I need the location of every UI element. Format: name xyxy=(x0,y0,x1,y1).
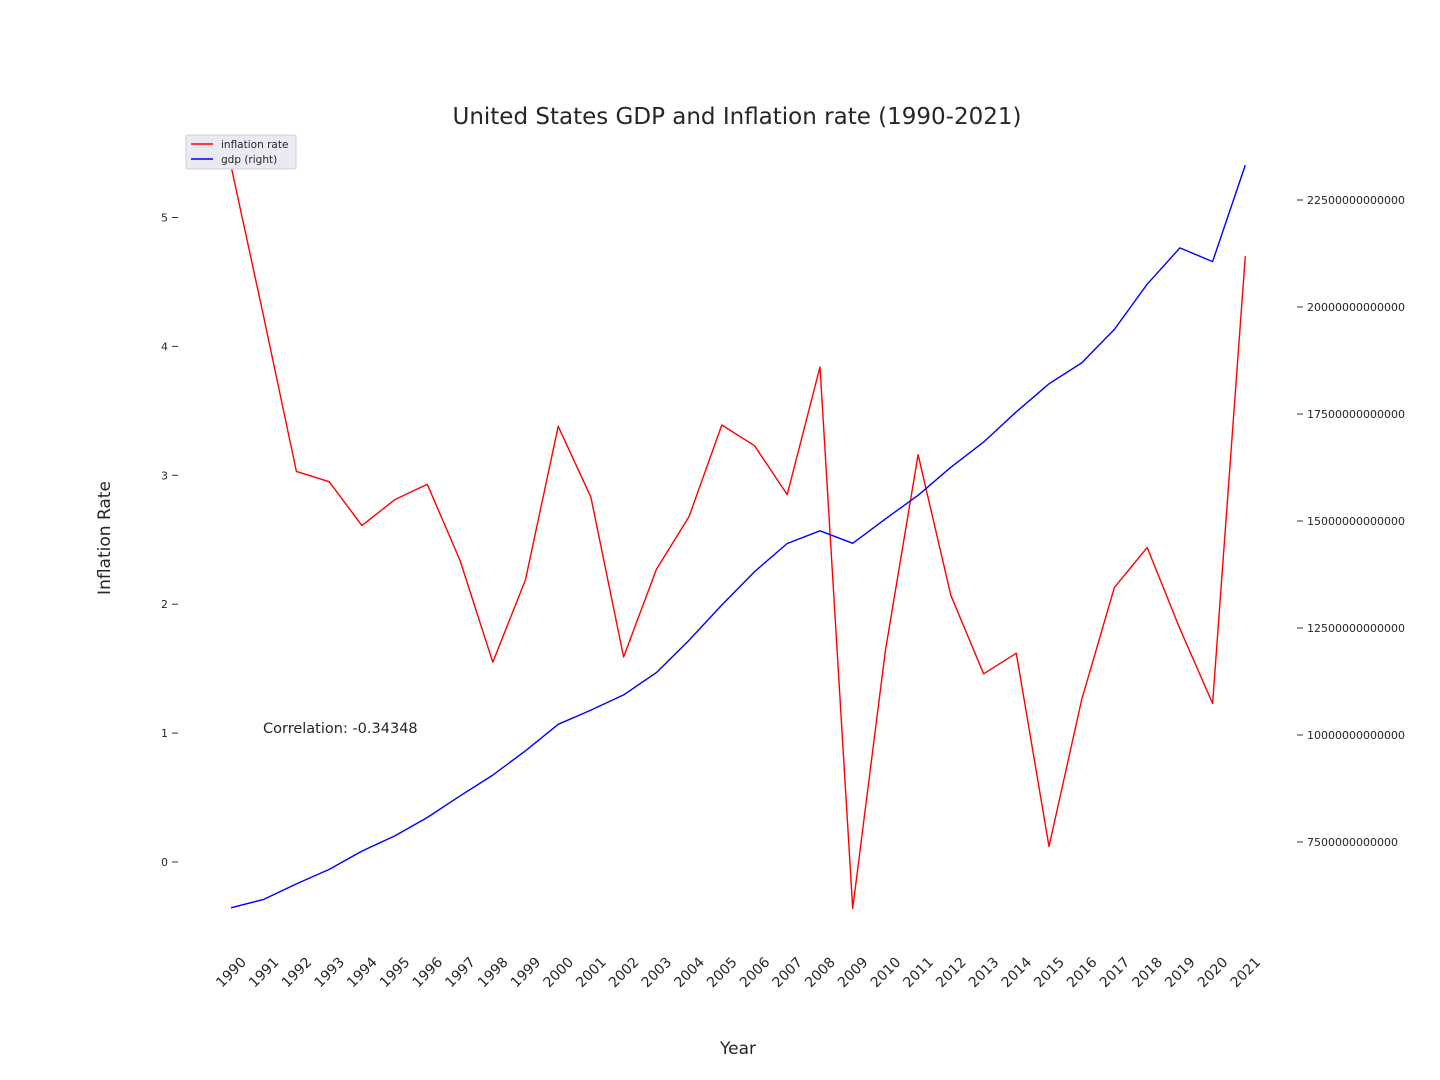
x-tick-label: 1992 xyxy=(279,955,316,992)
left-axis-ticks: 0 1 2 3 4 5 xyxy=(161,212,178,869)
x-axis-ticks: 1990199119921993199419951996199719981999… xyxy=(213,954,1264,991)
left-tick-label: 5 xyxy=(161,212,168,225)
left-tick-label: 1 xyxy=(161,727,168,740)
left-tick-label: 3 xyxy=(161,469,168,482)
x-tick-label: 1991 xyxy=(246,955,283,992)
x-tick-label: 2007 xyxy=(770,955,807,992)
legend-label-inflation: inflation rate xyxy=(221,139,288,151)
correlation-annotation: Correlation: -0.34348 xyxy=(263,721,418,737)
legend-box xyxy=(185,134,297,170)
x-tick-label: 1993 xyxy=(311,955,348,992)
right-tick-label: 10000000000000 xyxy=(1307,729,1405,742)
x-tick-label: 2003 xyxy=(639,955,676,992)
legend-label-gdp: gdp (right) xyxy=(221,154,277,166)
right-tick-label: 7500000000000 xyxy=(1307,836,1398,849)
left-tick-label: 4 xyxy=(161,340,168,353)
x-tick-label: 1995 xyxy=(377,955,414,992)
x-tick-label: 2006 xyxy=(737,954,774,991)
chart-title: United States GDP and Inflation rate (19… xyxy=(452,104,1021,130)
x-tick-label: 2018 xyxy=(1129,955,1166,992)
x-tick-label: 1999 xyxy=(508,955,545,992)
right-tick-label: 17500000000000 xyxy=(1307,408,1405,421)
legend: inflation rate gdp (right) xyxy=(185,134,297,170)
x-tick-label: 1996 xyxy=(410,954,447,991)
x-tick-label: 1994 xyxy=(344,954,381,991)
y-axis-label: Inflation Rate xyxy=(95,481,115,595)
x-tick-label: 2001 xyxy=(573,955,610,992)
x-tick-label: 1997 xyxy=(442,955,479,992)
x-tick-label: 2020 xyxy=(1195,955,1232,992)
x-tick-label: 2021 xyxy=(1228,955,1265,992)
x-tick-label: 2004 xyxy=(671,954,708,991)
x-tick-label: 2017 xyxy=(1097,955,1134,992)
x-tick-label: 2000 xyxy=(541,955,578,992)
right-tick-label: 15000000000000 xyxy=(1307,515,1405,528)
gdp-line xyxy=(230,164,1246,909)
x-tick-label: 2010 xyxy=(868,955,905,992)
x-tick-label: 1998 xyxy=(475,955,512,992)
x-tick-label: 1990 xyxy=(213,955,250,992)
right-tick-label: 22500000000000 xyxy=(1307,194,1405,207)
x-tick-label: 2008 xyxy=(802,955,839,992)
inflation-rate-line xyxy=(230,165,1246,910)
x-tick-label: 2009 xyxy=(835,955,872,992)
x-tick-label: 2012 xyxy=(933,955,970,992)
x-tick-label: 2019 xyxy=(1162,955,1199,992)
left-tick-label: 2 xyxy=(161,598,168,611)
x-tick-label: 2002 xyxy=(606,955,643,992)
x-tick-label: 2005 xyxy=(704,955,741,992)
x-tick-label: 2013 xyxy=(966,955,1003,992)
x-axis-label: Year xyxy=(719,1039,756,1059)
x-tick-label: 2014 xyxy=(999,954,1036,991)
right-tick-label: 12500000000000 xyxy=(1307,622,1405,635)
left-tick-label: 0 xyxy=(161,856,168,869)
series-layer xyxy=(230,164,1246,910)
right-tick-label: 20000000000000 xyxy=(1307,301,1405,314)
x-tick-label: 2015 xyxy=(1031,955,1068,992)
x-tick-label: 2011 xyxy=(900,955,937,992)
right-axis-ticks: 7500000000000 10000000000000 1250000000000… xyxy=(1297,194,1405,849)
x-tick-label: 2016 xyxy=(1064,954,1101,991)
